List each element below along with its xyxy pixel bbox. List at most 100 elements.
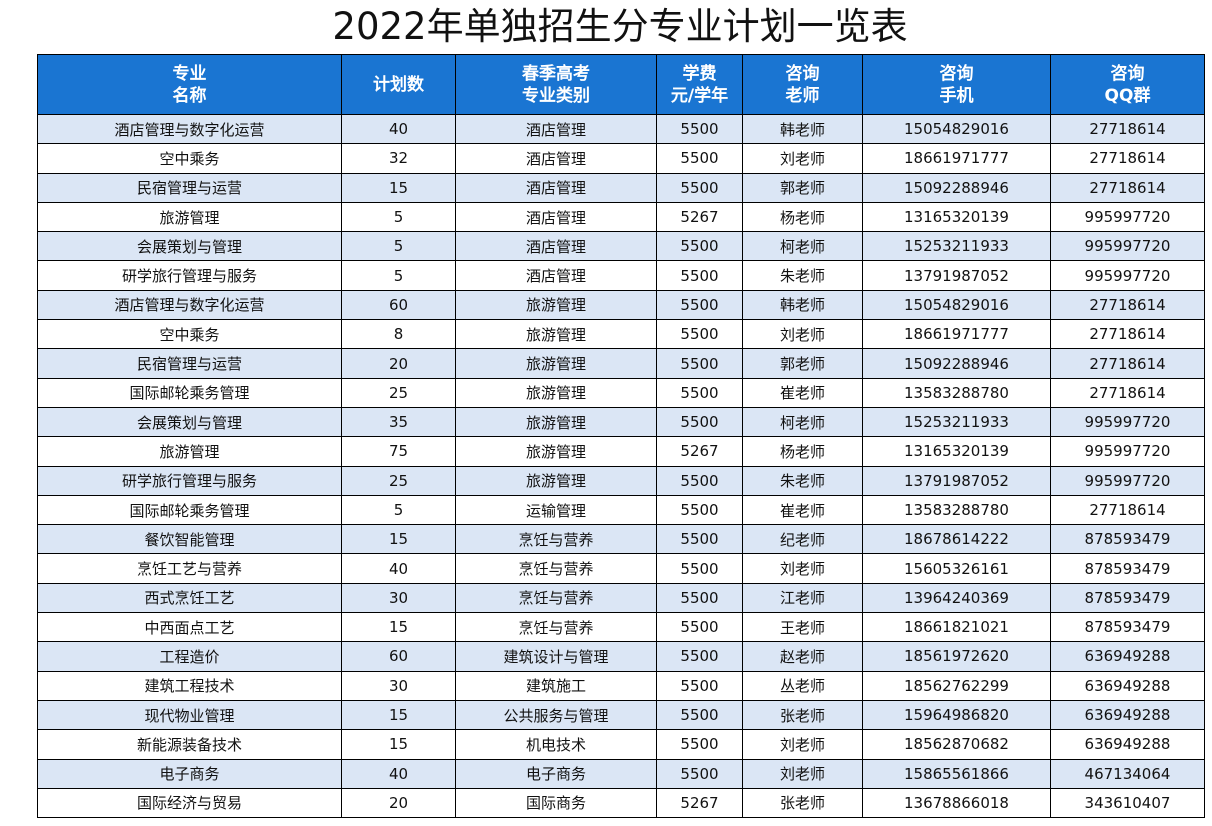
cell-phone: 13165320139 xyxy=(862,436,1051,467)
cell-category: 酒店管理 xyxy=(455,143,657,174)
cell-tuition: 5500 xyxy=(656,699,743,731)
cell-teacher: 丛老师 xyxy=(742,670,863,701)
cell-teacher: 张老师 xyxy=(742,699,863,731)
cell-plan-count: 8 xyxy=(341,319,456,350)
cell-tuition: 5500 xyxy=(656,729,743,760)
table-row: 会展策划与管理 35 旅游管理 5500 柯老师 15253211933 995997720 xyxy=(37,406,1205,438)
table-row: 民宿管理与运营 20 旅游管理 5500 郭老师 15092288946 27718614 xyxy=(37,348,1205,379)
cell-phone: 15253211933 xyxy=(862,231,1051,262)
header-row: 专业 名称 计划数 春季高考 专业类别 学费 元/学年 咨询 老师 咨询 手机 xyxy=(37,54,1205,115)
table-row: 研学旅行管理与服务 5 酒店管理 5500 朱老师 13791987052 99599772… xyxy=(37,260,1205,291)
cell-tuition: 5500 xyxy=(656,670,743,701)
cell-qq-group: 27718614 xyxy=(1050,494,1205,526)
cell-tuition: 5500 xyxy=(656,143,743,174)
column-header-line: 专业类别 xyxy=(522,85,590,106)
column-header-phone: 咨询 手机 xyxy=(862,54,1051,115)
cell-tuition: 5500 xyxy=(656,612,743,643)
table-row: 新能源装备技术 15 机电技术 5500 刘老师 18562870682 636949288 xyxy=(37,729,1205,760)
cell-qq-group: 27718614 xyxy=(1050,319,1205,350)
table-row: 酒店管理与数字化运营 40 酒店管理 5500 韩老师 15054829016 277186… xyxy=(37,113,1205,145)
cell-plan-count: 20 xyxy=(341,787,456,819)
cell-qq-group: 995997720 xyxy=(1050,406,1205,438)
table-row: 建筑工程技术 30 建筑施工 5500 丛老师 18562762299 636949288 xyxy=(37,670,1205,701)
column-header-line: 专业 xyxy=(172,63,207,84)
cell-plan-count: 25 xyxy=(341,377,456,408)
cell-tuition: 5500 xyxy=(656,319,743,350)
cell-phone: 13583288780 xyxy=(862,494,1051,526)
cell-major: 民宿管理与运营 xyxy=(37,172,342,203)
cell-major: 工程造价 xyxy=(37,641,342,672)
cell-category: 公共服务与管理 xyxy=(455,699,657,731)
cell-category: 酒店管理 xyxy=(455,172,657,203)
cell-tuition: 5500 xyxy=(656,758,743,789)
cell-qq-group: 995997720 xyxy=(1050,465,1205,496)
cell-tuition: 5500 xyxy=(656,260,743,291)
cell-category: 烹饪与营养 xyxy=(455,524,657,555)
cell-qq-group: 27718614 xyxy=(1050,348,1205,379)
cell-qq-group: 27718614 xyxy=(1050,143,1205,174)
cell-plan-count: 15 xyxy=(341,699,456,731)
cell-teacher: 王老师 xyxy=(742,612,863,643)
cell-major: 电子商务 xyxy=(37,758,342,789)
column-header-line: QQ群 xyxy=(1104,85,1151,106)
column-header-plan-count: 计划数 xyxy=(341,54,456,115)
column-header-line: 名称 xyxy=(172,85,207,106)
cell-phone: 15092288946 xyxy=(862,348,1051,379)
cell-teacher: 杨老师 xyxy=(742,436,863,467)
cell-teacher: 韩老师 xyxy=(742,113,863,145)
cell-major: 国际邮轮乘务管理 xyxy=(37,494,342,526)
cell-plan-count: 30 xyxy=(341,582,456,614)
cell-category: 旅游管理 xyxy=(455,289,657,321)
cell-category: 建筑设计与管理 xyxy=(455,641,657,672)
cell-phone: 13583288780 xyxy=(862,377,1051,408)
cell-major: 酒店管理与数字化运营 xyxy=(37,289,342,321)
cell-category: 烹饪与营养 xyxy=(455,553,657,584)
cell-qq-group: 878593479 xyxy=(1050,612,1205,643)
table-row: 空中乘务 32 酒店管理 5500 刘老师 18661971777 27718614 xyxy=(37,143,1205,174)
cell-category: 酒店管理 xyxy=(455,231,657,262)
column-header-category: 春季高考 专业类别 xyxy=(455,54,657,115)
cell-major: 空中乘务 xyxy=(37,319,342,350)
cell-phone: 18661971777 xyxy=(862,143,1051,174)
cell-phone: 15964986820 xyxy=(862,699,1051,731)
cell-qq-group: 995997720 xyxy=(1050,201,1205,233)
cell-category: 旅游管理 xyxy=(455,377,657,408)
cell-phone: 15092288946 xyxy=(862,172,1051,203)
cell-plan-count: 40 xyxy=(341,113,456,145)
cell-phone: 15605326161 xyxy=(862,553,1051,584)
cell-plan-count: 60 xyxy=(341,641,456,672)
cell-teacher: 刘老师 xyxy=(742,758,863,789)
cell-major: 现代物业管理 xyxy=(37,699,342,731)
cell-qq-group: 467134064 xyxy=(1050,758,1205,789)
cell-major: 研学旅行管理与服务 xyxy=(37,260,342,291)
cell-teacher: 柯老师 xyxy=(742,231,863,262)
cell-plan-count: 32 xyxy=(341,143,456,174)
column-header-line: 元/学年 xyxy=(670,85,729,106)
table-row: 酒店管理与数字化运营 60 旅游管理 5500 韩老师 15054829016 277186… xyxy=(37,289,1205,321)
table-row: 国际经济与贸易 20 国际商务 5267 张老师 13678866018 343610407 xyxy=(37,787,1205,819)
cell-category: 烹饪与营养 xyxy=(455,612,657,643)
cell-tuition: 5500 xyxy=(656,553,743,584)
cell-phone: 13165320139 xyxy=(862,201,1051,233)
column-header-major: 专业 名称 xyxy=(37,54,342,115)
cell-category: 旅游管理 xyxy=(455,406,657,438)
cell-major: 西式烹饪工艺 xyxy=(37,582,342,614)
cell-qq-group: 878593479 xyxy=(1050,553,1205,584)
cell-teacher: 崔老师 xyxy=(742,377,863,408)
cell-major: 国际经济与贸易 xyxy=(37,787,342,819)
cell-category: 建筑施工 xyxy=(455,670,657,701)
column-header-line: 手机 xyxy=(939,85,974,106)
column-header-line: 咨询 xyxy=(785,63,820,84)
cell-teacher: 柯老师 xyxy=(742,406,863,438)
table-body: 酒店管理与数字化运营 40 酒店管理 5500 韩老师 15054829016 277186… xyxy=(37,113,1205,819)
cell-teacher: 杨老师 xyxy=(742,201,863,233)
cell-tuition: 5500 xyxy=(656,231,743,262)
cell-major: 会展策划与管理 xyxy=(37,231,342,262)
cell-tuition: 5500 xyxy=(656,494,743,526)
cell-category: 旅游管理 xyxy=(455,319,657,350)
column-header-line: 咨询 xyxy=(939,63,974,84)
column-header-line: 老师 xyxy=(785,85,820,106)
cell-category: 旅游管理 xyxy=(455,348,657,379)
cell-plan-count: 5 xyxy=(341,201,456,233)
table-row: 工程造价 60 建筑设计与管理 5500 赵老师 18561972620 636949288 xyxy=(37,641,1205,672)
